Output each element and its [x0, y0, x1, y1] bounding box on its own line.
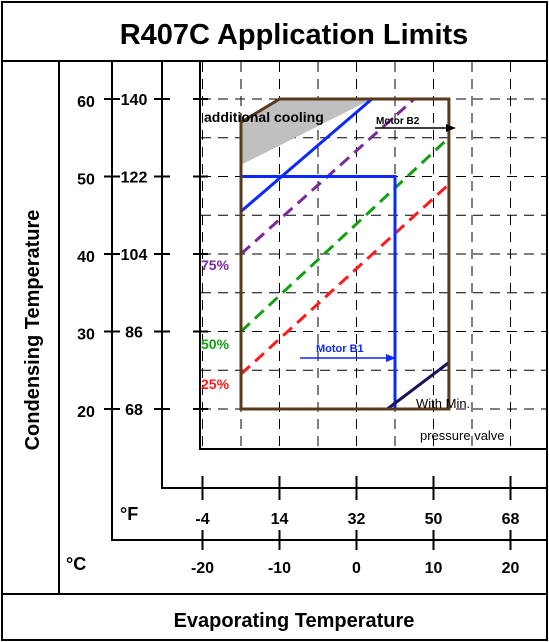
x-tick-label-celsius: -10: [268, 560, 291, 577]
y-axis-title: Condensing Temperature: [22, 210, 44, 451]
additional-cooling-area: [241, 99, 372, 165]
annotation-additional-cooling: additional cooling: [204, 109, 324, 125]
annotation-motor-b1: Motor B1: [316, 343, 364, 355]
unit-celsius-label: °C: [66, 554, 86, 574]
series-line-motor-b1-limit: [241, 175, 397, 409]
series-line-p50: [239, 136, 450, 333]
chart-title: R407C Application Limits: [120, 19, 469, 51]
y-tick-label-celsius: 40: [77, 249, 95, 266]
x-tick-label-fahrenheit: 68: [502, 511, 520, 528]
y-tick-label-fahrenheit: 140: [121, 92, 148, 109]
motor-b1-arrowhead: [386, 354, 396, 362]
operating-envelope: [239, 97, 451, 411]
y-tick-label-celsius: 30: [77, 327, 95, 344]
fahrenheit-axis-frame: [161, 61, 547, 489]
axis-ticks: -20 -10 0 10 20 -4 14 32 50 68 60 50 40 30 20 140 122 104…: [77, 92, 519, 577]
x-tick-label-fahrenheit: 32: [348, 511, 366, 528]
y-tick-label-celsius: 20: [77, 404, 95, 421]
x-tick-label-fahrenheit: 14: [271, 511, 289, 528]
series-line-p25: [239, 183, 450, 376]
motor-b2-arrowhead: [446, 124, 456, 132]
plot-axis-frame: [199, 61, 547, 450]
series-line-min-valve: [386, 361, 450, 411]
x-tick-label-fahrenheit: 50: [425, 511, 443, 528]
y-tick-label-fahrenheit: 122: [121, 170, 148, 187]
series-line-motor-b2: [240, 97, 373, 213]
annotation-50-percent: 50%: [201, 336, 230, 352]
x-tick-label-fahrenheit: -4: [195, 511, 209, 528]
x-axis-title: Evaporating Temperature: [174, 610, 415, 632]
y-tick-label-fahrenheit: 104: [121, 247, 148, 264]
chart-series: [239, 97, 456, 411]
annotation-25-percent: 25%: [201, 376, 230, 392]
annotation-75-percent: 75%: [201, 257, 230, 273]
chart-annotations: additional cooling Motor B2 Motor B1 75% 50%…: [201, 109, 505, 443]
annotation-pressure-valve: pressure valve: [420, 428, 505, 443]
annotation-with-min: With Min.: [416, 396, 470, 411]
y-tick-label-celsius: 60: [77, 94, 95, 111]
y-tick-label-fahrenheit: 68: [125, 402, 143, 419]
annotation-motor-b2: Motor B2: [376, 116, 420, 127]
x-tick-label-celsius: 10: [425, 560, 443, 577]
y-tick-label-celsius: 50: [77, 172, 95, 189]
x-tick-label-celsius: 20: [502, 560, 520, 577]
unit-fahrenheit-label: °F: [120, 504, 138, 524]
celsius-axis-frame: [111, 61, 547, 541]
x-tick-label-celsius: -20: [191, 560, 214, 577]
x-tick-label-celsius: 0: [352, 560, 361, 577]
y-tick-label-fahrenheit: 86: [125, 325, 143, 342]
